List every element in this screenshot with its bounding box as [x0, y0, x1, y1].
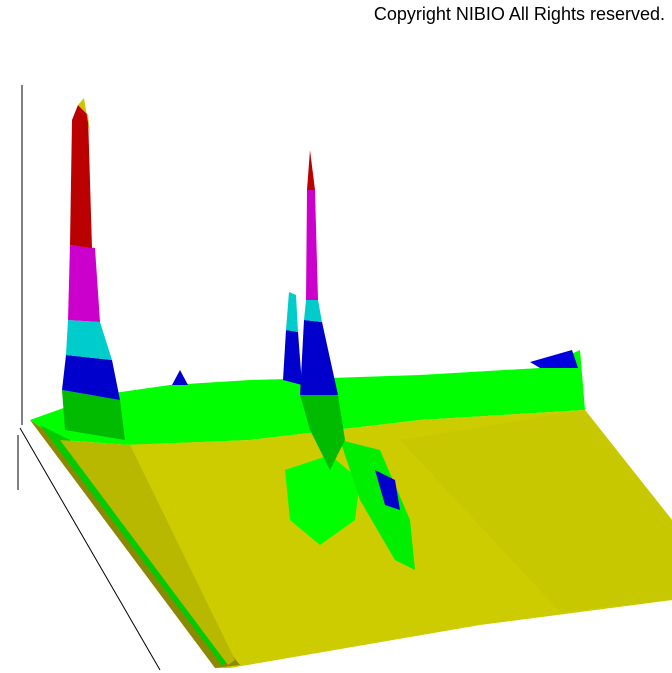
y-axis	[19, 427, 161, 671]
surface-patch	[300, 320, 338, 395]
surface-patch	[62, 355, 120, 400]
surface	[30, 98, 672, 668]
surface-patch	[340, 440, 415, 570]
surface-patch	[60, 440, 235, 665]
surface-patch	[304, 300, 322, 322]
surface-patch	[300, 395, 345, 470]
surface-patch	[375, 470, 400, 510]
surface-patch	[66, 320, 112, 360]
surface-patch	[286, 292, 298, 332]
surface-patch	[172, 370, 188, 385]
surface-patch	[283, 330, 302, 385]
surface-patch	[307, 150, 315, 190]
copyright: Copyright NIBIO All Rights reserved.	[374, 4, 665, 24]
surface-patch	[68, 245, 100, 322]
surface-patch	[62, 390, 125, 440]
surface-patch	[78, 98, 90, 135]
surface-patch	[400, 410, 672, 612]
surface-patch	[306, 190, 318, 300]
surface-patch	[530, 350, 578, 368]
surface-patch	[285, 455, 360, 545]
surface-patch	[70, 105, 92, 248]
